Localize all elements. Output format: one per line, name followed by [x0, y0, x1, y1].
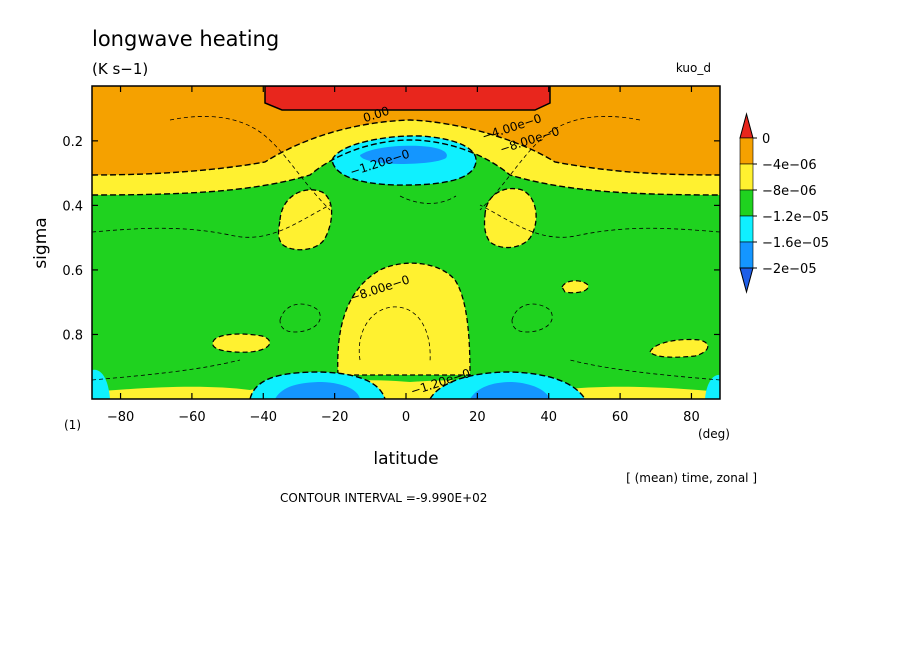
contour-lines-bold [92, 119, 720, 399]
x-axis: −80 −60 −40 −20 0 20 40 60 80 [107, 86, 700, 425]
y-axis-label: sigma [31, 217, 51, 268]
x-tick-label: 0 [402, 410, 410, 425]
y-tick-label: 0.2 [62, 135, 83, 150]
blue-lobe-bottom-right [470, 382, 550, 399]
contour-lines-thin [92, 116, 720, 381]
colorbar-box [739, 215, 754, 243]
yellow-blob-lower-left [212, 333, 271, 353]
colorbar: 0 −4e−06 −8e−06 −1.2e−05 −1.6e−05 −2e−05 [739, 112, 829, 294]
averaging-note: [ (mean) time, zonal ] [626, 471, 757, 485]
colorbar-box [739, 241, 754, 269]
units-label: (K s−1) [92, 60, 148, 78]
yellow-blob-small-right [561, 280, 589, 294]
colorbar-label: −2e−05 [762, 262, 817, 277]
colorbar-label: −1.2e−05 [762, 210, 829, 225]
x-tick-label: 60 [612, 410, 629, 425]
contour-field [92, 86, 720, 399]
yellow-blob-left [277, 189, 333, 251]
colorbar-label: −8e−06 [762, 184, 817, 199]
colorbar-label: −4e−06 [762, 158, 817, 173]
red-region [264, 86, 551, 111]
x-tick-label: 20 [469, 410, 486, 425]
chart-title: longwave heating [92, 27, 279, 51]
colorbar-bottom-arrow [739, 267, 754, 294]
cyan-corner-right [705, 374, 720, 399]
x-tick-label: 80 [683, 410, 700, 425]
blue-cell-upper [360, 145, 447, 164]
orange-band [92, 86, 720, 175]
contour-interval-note: CONTOUR INTERVAL =-9.990E+02 [280, 491, 487, 505]
colorbar-label: −1.6e−05 [762, 236, 829, 251]
colorbar-box [739, 137, 754, 165]
yellow-band-upper [92, 120, 720, 195]
y-tick-label: 0.8 [62, 328, 83, 343]
x-axis-label: latitude [373, 449, 438, 469]
x-tick-label: 40 [540, 410, 557, 425]
x-units-label: (deg) [698, 427, 730, 441]
y-tick-label: 0.4 [62, 199, 83, 214]
yellow-blob-lower-right [649, 338, 709, 358]
y-tick-label: 0.6 [62, 264, 83, 279]
x-tick-label: −40 [250, 410, 277, 425]
colorbar-box [739, 163, 754, 191]
run-name-label: kuo_d [676, 61, 711, 75]
colorbar-top-arrow [739, 112, 754, 139]
x-tick-label: −60 [178, 410, 205, 425]
yellow-blob-right [483, 188, 537, 249]
panel-number: (1) [64, 418, 81, 432]
yellow-bulge-center [337, 262, 471, 376]
y-axis: 0.2 0.4 0.6 0.8 [62, 135, 720, 343]
x-tick-label: −20 [321, 410, 348, 425]
colorbar-label: 0 [762, 132, 770, 147]
colorbar-box [739, 189, 754, 217]
blue-lobe-bottom-left [275, 382, 360, 399]
x-tick-label: −80 [107, 410, 134, 425]
cyan-corner-left [92, 369, 110, 399]
